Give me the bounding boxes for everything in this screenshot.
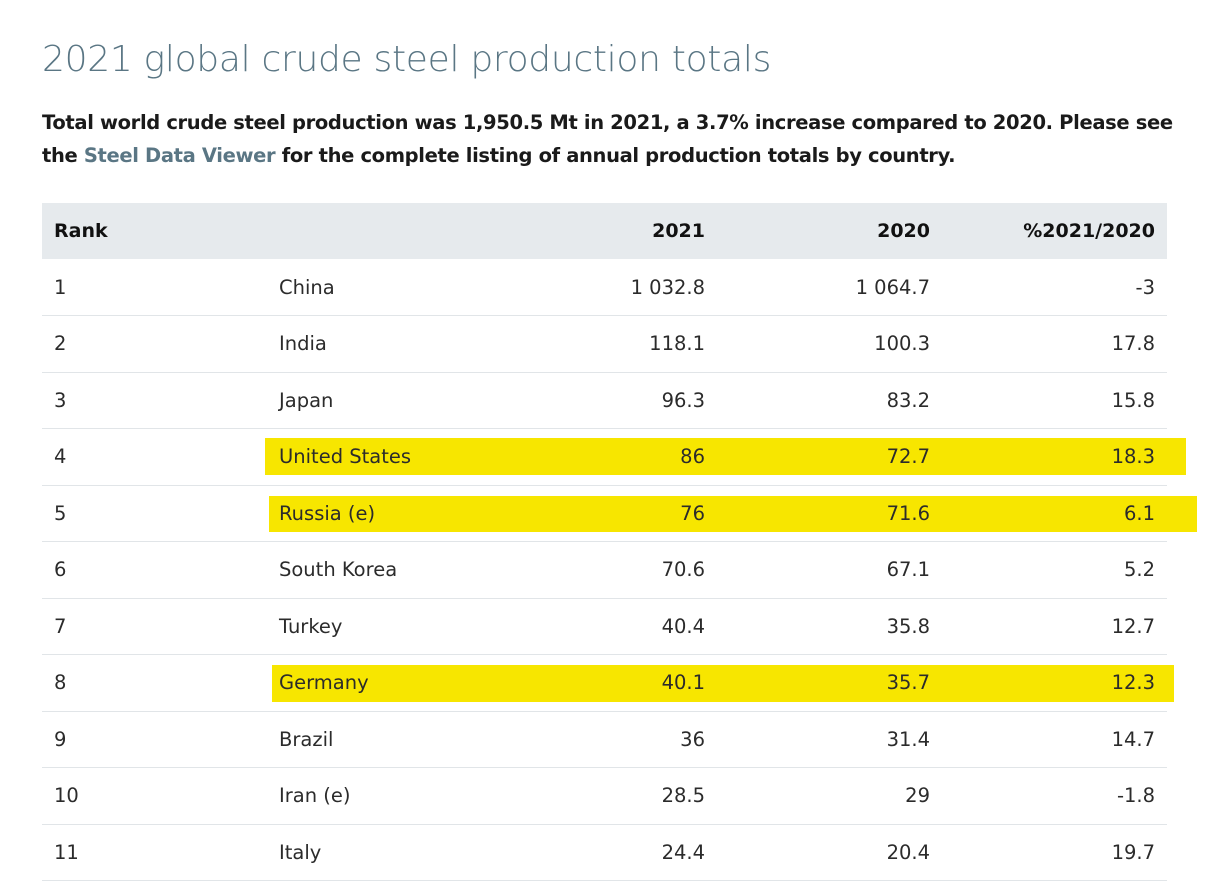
- cell-change: 6.1: [1123, 501, 1155, 525]
- table-row: 2 India 118.1 100.3 17.8: [42, 316, 1167, 372]
- table-row: 4 United States 86 72.7 18.3: [42, 429, 1167, 485]
- cell-country: India: [279, 332, 327, 356]
- table-row: 5 Russia (e) 76 71.6 6.1: [42, 485, 1167, 542]
- cell-rank: 1: [54, 275, 67, 299]
- cell-2021: 40.1: [661, 671, 705, 695]
- cell-country: Iran (e): [279, 784, 351, 808]
- highlight-united-states: [265, 438, 1186, 475]
- header-rank: Rank: [54, 220, 108, 242]
- cell-country: Brazil: [279, 727, 334, 751]
- table-row: 1 China 1 032.8 1 064.7 -3: [42, 259, 1167, 316]
- cell-2021: 1 032.8: [630, 275, 705, 299]
- production-table: Rank 2021 2020 %2021/2020 1 China 1 032.8 1…: [42, 203, 1167, 881]
- cell-change: 14.7: [1111, 727, 1155, 751]
- cell-country: South Korea: [279, 558, 398, 582]
- page-title: 2021 global crude steel production total…: [42, 39, 772, 80]
- table-row: 6 South Korea 70.6 67.1 5.2: [42, 542, 1167, 598]
- cell-change: 5.2: [1123, 558, 1155, 582]
- table-row: 3 Japan 96.3 83.2 15.8: [42, 372, 1167, 429]
- production-table-container: Rank 2021 2020 %2021/2020 1 China 1 032.8 1…: [42, 203, 1197, 881]
- cell-rank: 10: [54, 784, 79, 808]
- cell-change: -3: [1135, 275, 1155, 299]
- highlight-russia: [269, 496, 1197, 532]
- cell-rank: 9: [54, 727, 67, 751]
- intro-paragraph: Total world crude steel production was 1…: [42, 106, 1182, 172]
- cell-2020: 72.7: [886, 445, 930, 469]
- cell-change: 15.8: [1111, 388, 1155, 412]
- highlight-germany: [272, 665, 1174, 702]
- cell-change: 12.7: [1111, 614, 1155, 638]
- cell-2020: 31.4: [886, 727, 930, 751]
- cell-2021: 86: [680, 445, 705, 469]
- cell-rank: 3: [54, 388, 67, 412]
- intro-text-start: Total world crude steel production was 1…: [42, 111, 1173, 167]
- cell-rank: 8: [54, 671, 67, 695]
- cell-country: Italy: [279, 840, 322, 864]
- cell-rank: 2: [54, 332, 67, 356]
- cell-2020: 1 064.7: [855, 275, 930, 299]
- cell-2021: 36: [680, 727, 705, 751]
- cell-2020: 35.7: [886, 671, 930, 695]
- steel-data-viewer-link[interactable]: Steel Data Viewer: [83, 144, 276, 167]
- cell-country: Germany: [279, 671, 369, 695]
- cell-2020: 20.4: [886, 840, 930, 864]
- cell-2020: 35.8: [886, 614, 930, 638]
- header-2021: 2021: [652, 220, 705, 242]
- header-change: %2021/2020: [1023, 220, 1155, 242]
- table-header-row: Rank 2021 2020 %2021/2020: [42, 203, 1167, 259]
- intro-text-end: for the complete listing of annual produ…: [275, 144, 956, 167]
- table-row: 9 Brazil 36 31.4 14.7: [42, 711, 1167, 768]
- cell-rank: 7: [54, 614, 67, 638]
- table-row: 10 Iran (e) 28.5 29 -1.8: [42, 768, 1167, 824]
- table-row: 7 Turkey 40.4 35.8 12.7: [42, 598, 1167, 655]
- article: 2021 global crude steel production total…: [42, 0, 1197, 881]
- table-row: 11 Italy 24.4 20.4 19.7: [42, 824, 1167, 881]
- cell-2021: 28.5: [661, 784, 705, 808]
- cell-change: 17.8: [1111, 332, 1155, 356]
- cell-country: Turkey: [279, 614, 343, 638]
- cell-2021: 40.4: [661, 614, 705, 638]
- table-body: 1 China 1 032.8 1 064.7 -3 2 India 118.1 100.3 17…: [42, 259, 1167, 881]
- cell-2020: 83.2: [886, 388, 930, 412]
- header-country: [267, 203, 517, 259]
- cell-2020: 71.6: [886, 501, 930, 525]
- cell-change: -1.8: [1116, 784, 1155, 808]
- cell-country: Japan: [279, 388, 334, 412]
- cell-rank: 5: [54, 501, 67, 525]
- cell-country: United States: [279, 445, 412, 469]
- cell-rank: 4: [54, 445, 67, 469]
- cell-change: 18.3: [1111, 445, 1155, 469]
- cell-country: China: [279, 275, 335, 299]
- cell-rank: 11: [54, 840, 79, 864]
- cell-change: 12.3: [1111, 671, 1155, 695]
- cell-2021: 96.3: [661, 388, 705, 412]
- cell-2021: 24.4: [661, 840, 705, 864]
- cell-2020: 67.1: [886, 558, 930, 582]
- cell-change: 19.7: [1111, 840, 1155, 864]
- cell-2021: 70.6: [661, 558, 705, 582]
- cell-2021: 76: [680, 501, 705, 525]
- cell-rank: 6: [54, 558, 67, 582]
- cell-country: Russia (e): [279, 501, 376, 525]
- header-2020: 2020: [877, 220, 930, 242]
- table-row: 8 Germany 40.1 35.7 12.3: [42, 655, 1167, 711]
- cell-2021: 118.1: [649, 332, 705, 356]
- cell-2020: 29: [905, 784, 930, 808]
- cell-2020: 100.3: [874, 332, 930, 356]
